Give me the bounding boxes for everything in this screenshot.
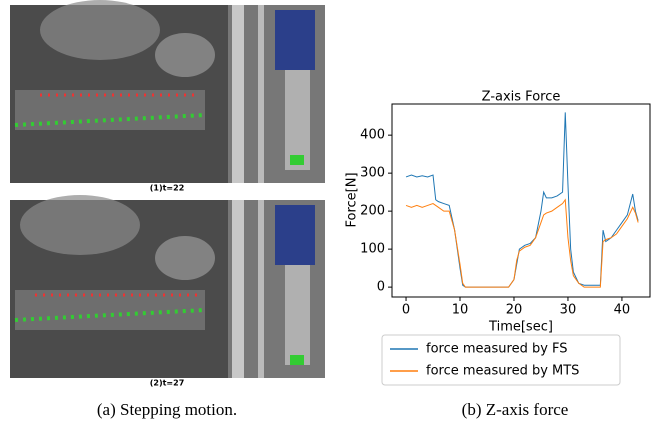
x-tick-label: 30 — [560, 303, 577, 318]
y-tick-label: 400 — [360, 128, 385, 143]
caption: (b) Z-axis force — [462, 400, 569, 419]
x-tick-label: 0 — [402, 303, 410, 318]
photo — [10, 195, 325, 378]
y-tick-label: 300 — [360, 166, 385, 181]
x-tick-label: 20 — [506, 303, 523, 318]
x-tick-label: 40 — [614, 303, 631, 318]
line — [406, 112, 638, 287]
caption: (a) Stepping motion. — [97, 400, 237, 419]
line — [406, 200, 638, 287]
legend-label: force measured by FS — [426, 342, 568, 357]
panel-label: (1)t=22 — [150, 184, 185, 193]
plot-frame — [392, 104, 650, 297]
y-axis-label: Force[N] — [345, 172, 360, 227]
legend-label: force measured by MTS — [426, 364, 579, 379]
chart-title: Z-axis Force — [482, 90, 561, 105]
y-tick-label: 200 — [360, 204, 385, 219]
photo — [10, 0, 325, 183]
figure: (1)t=22 (2)t=27 (a) Stepping motion. (b)… — [0, 0, 662, 428]
y-tick-label: 100 — [360, 242, 385, 257]
panel-label: (2)t=27 — [150, 379, 185, 388]
y-tick-label: 0 — [377, 280, 385, 295]
x-axis-label: Time[sec] — [488, 320, 553, 335]
x-tick-label: 10 — [452, 303, 469, 318]
